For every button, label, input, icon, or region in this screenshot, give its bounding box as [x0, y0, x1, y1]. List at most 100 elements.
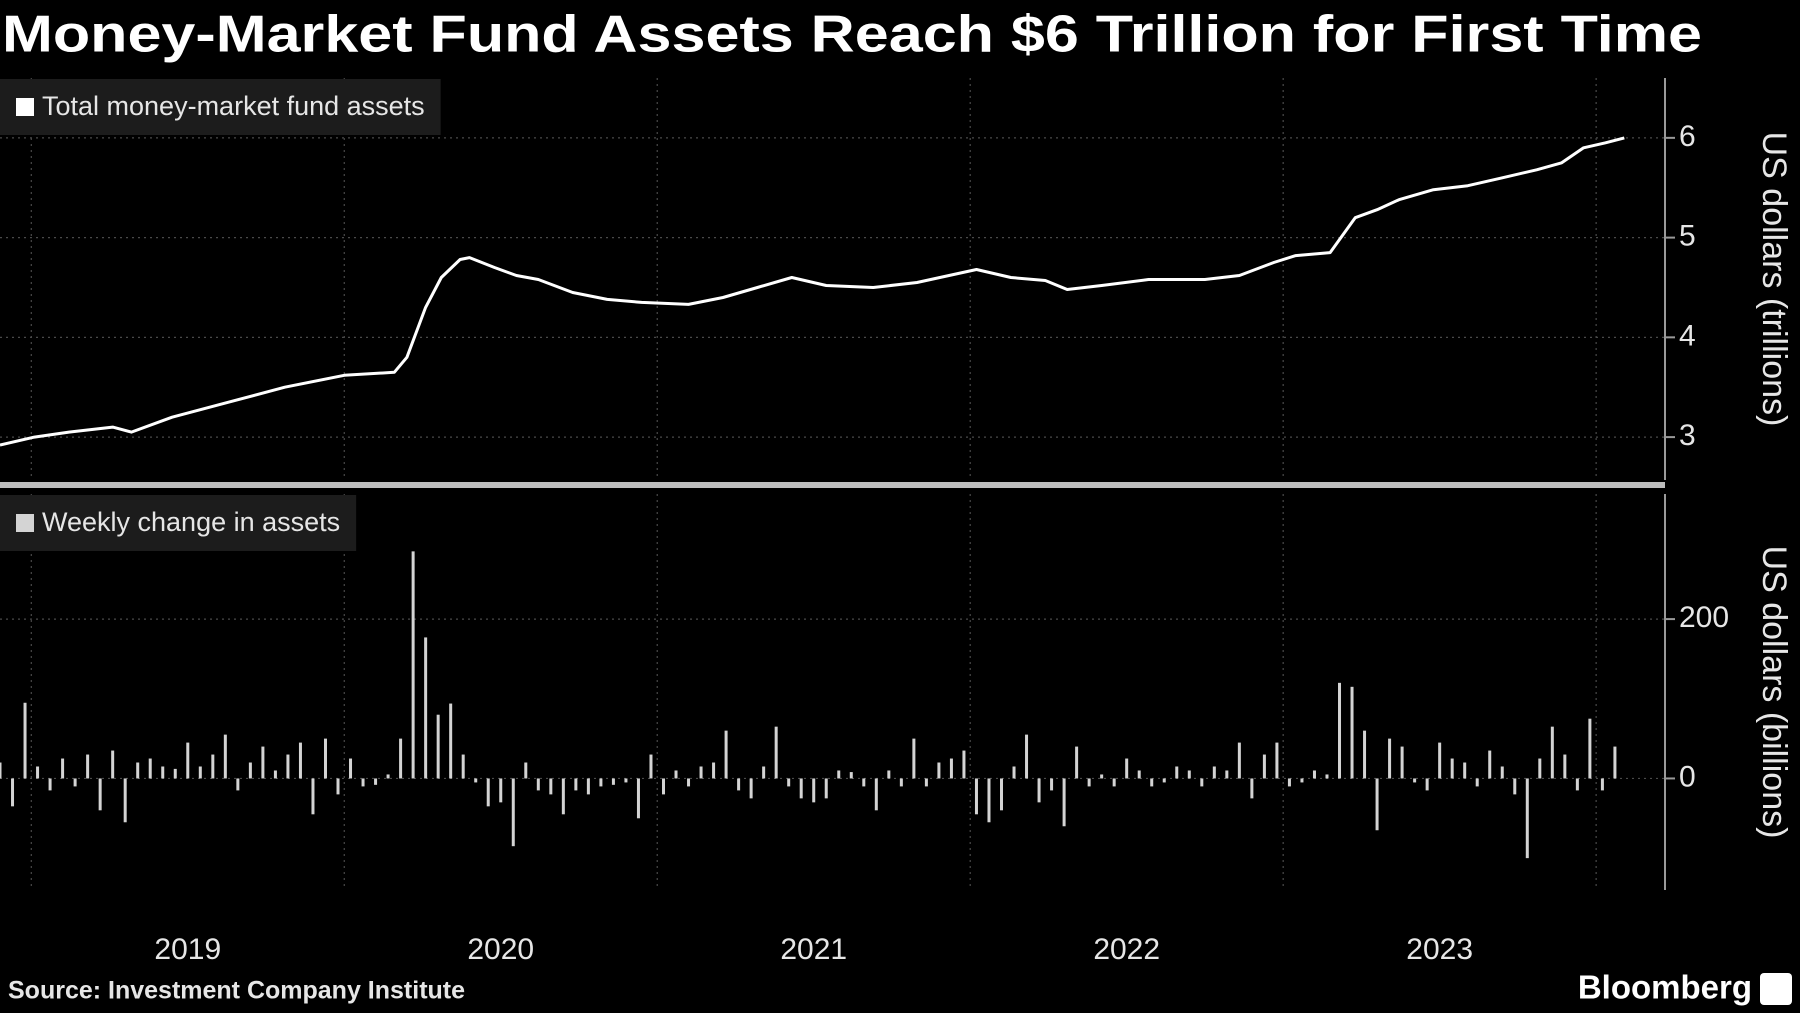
bar: [1125, 758, 1129, 779]
bar: [862, 778, 866, 787]
source-note: Source: Investment Company Institute: [8, 977, 465, 1005]
bar: [261, 746, 265, 779]
bar: [273, 770, 277, 779]
bar: [449, 703, 453, 779]
bar: [912, 738, 916, 779]
bar: [724, 730, 728, 779]
bar: [424, 637, 428, 779]
bar: [937, 762, 941, 779]
bar: [1438, 742, 1442, 779]
bar: [474, 778, 478, 783]
bar: [511, 778, 515, 847]
bar: [624, 778, 628, 783]
bar: [36, 766, 40, 779]
bar: [1463, 762, 1467, 779]
y-tick-label: 6: [1679, 120, 1696, 153]
bar: [1025, 734, 1029, 779]
bar: [323, 738, 327, 779]
bar: [549, 778, 553, 795]
bar: [1037, 778, 1041, 803]
bar: [386, 774, 390, 779]
bar: [136, 762, 140, 779]
bar: [1237, 742, 1241, 779]
bar: [1087, 778, 1091, 787]
bar: [749, 778, 753, 799]
bar: [349, 758, 353, 779]
panel-separator: [0, 482, 1665, 488]
bar: [899, 778, 903, 787]
bar: [361, 778, 365, 787]
bar: [649, 754, 653, 779]
bar: [1375, 778, 1379, 831]
bar: [186, 742, 190, 779]
bar: [248, 762, 252, 779]
bar: [336, 778, 340, 795]
bar: [799, 778, 803, 799]
x-tick-label: 2023: [1406, 933, 1473, 966]
bar: [1000, 778, 1004, 811]
bar: [1600, 778, 1604, 791]
x-tick-label: 2020: [467, 933, 534, 966]
legend-box: [0, 79, 441, 135]
bar: [1112, 778, 1116, 787]
bar: [837, 770, 841, 779]
bar: [486, 778, 490, 807]
bar: [674, 770, 678, 779]
logo-icon: [1760, 973, 1792, 1005]
bar: [286, 754, 290, 779]
bar: [411, 551, 415, 779]
bar: [1275, 742, 1279, 779]
bar: [1075, 746, 1079, 779]
bar: [86, 754, 90, 779]
bar: [499, 778, 503, 803]
x-tick-label: 2022: [1093, 933, 1160, 966]
bar: [1262, 754, 1266, 779]
bar: [161, 766, 165, 779]
bar: [1225, 770, 1229, 779]
bar: [636, 778, 640, 819]
bar: [774, 726, 778, 779]
bar: [737, 778, 741, 791]
bar: [824, 778, 828, 799]
bar: [399, 738, 403, 779]
bar: [1500, 766, 1504, 779]
bar: [148, 758, 152, 779]
bar: [1513, 778, 1517, 795]
y-axis-title: US dollars (billions): [1755, 546, 1793, 839]
bar: [198, 766, 202, 779]
bar: [1450, 758, 1454, 779]
bar: [123, 778, 127, 823]
bar: [1062, 778, 1066, 827]
bar: [1475, 778, 1479, 787]
bar: [849, 772, 853, 779]
bar: [0, 762, 2, 779]
y-axis-title: US dollars (trillions): [1755, 132, 1793, 427]
bar: [1425, 778, 1429, 791]
bar: [1588, 718, 1592, 779]
bar: [223, 734, 227, 779]
bar: [536, 778, 540, 791]
data-line: [0, 136, 1625, 447]
bar: [311, 778, 315, 815]
bar: [1012, 766, 1016, 779]
bar: [1613, 746, 1617, 779]
bar: [1538, 758, 1542, 779]
bar: [1050, 778, 1054, 791]
bar: [436, 714, 440, 779]
bar: [687, 778, 691, 787]
y-tick-label: 5: [1679, 220, 1696, 253]
bar: [11, 778, 15, 807]
bar: [974, 778, 978, 815]
bar: [812, 778, 816, 803]
x-tick-label: 2019: [154, 933, 221, 966]
bar: [374, 778, 378, 785]
bar: [1363, 730, 1367, 779]
bar: [1175, 766, 1179, 779]
legend-box: [0, 495, 357, 551]
y-tick-label: 4: [1679, 319, 1696, 352]
bar: [1413, 778, 1417, 783]
y-tick-label: 200: [1679, 601, 1729, 634]
bar: [1250, 778, 1254, 799]
